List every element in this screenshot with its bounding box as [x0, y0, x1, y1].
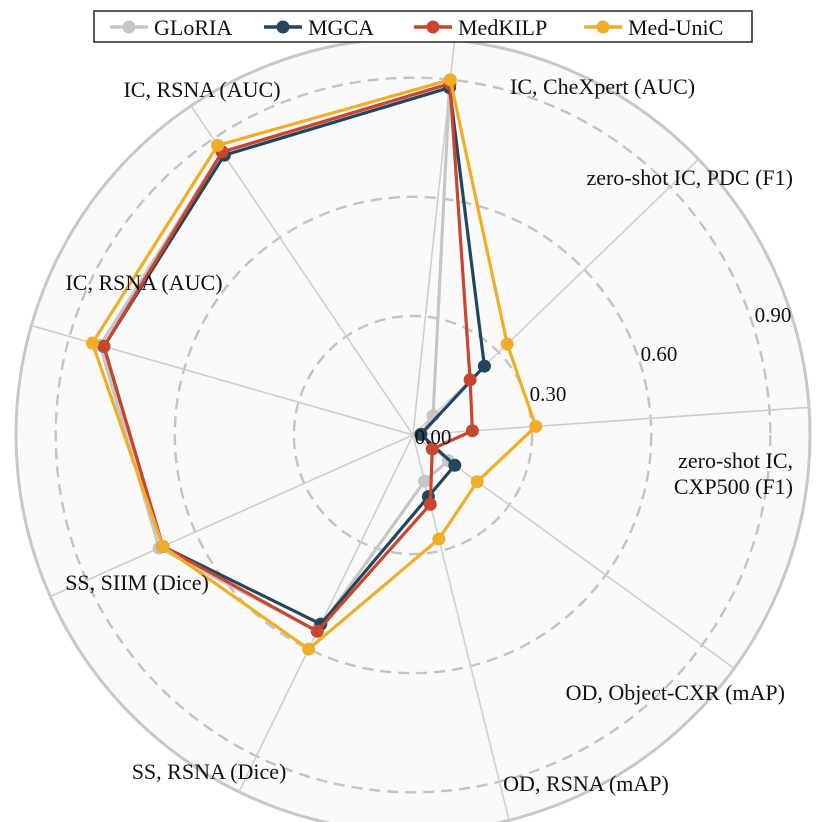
data-point	[465, 424, 479, 438]
data-point	[448, 458, 462, 472]
spoke-line	[412, 158, 700, 436]
legend-swatch-marker	[426, 20, 440, 34]
data-point	[211, 138, 225, 152]
tick-label: 0.00	[415, 425, 452, 449]
legend-label: MedKILP	[458, 15, 547, 40]
axis-label: IC, CheXpert (AUC)	[510, 74, 695, 99]
spoke-line	[412, 434, 735, 669]
data-point	[470, 475, 484, 489]
data-point	[418, 474, 431, 488]
legend-entry: GLoRIA	[110, 15, 232, 40]
data-point	[97, 339, 111, 353]
axis-label: OD, RSNA (mAP)	[503, 771, 669, 796]
spoke-line	[190, 105, 414, 436]
data-point	[463, 373, 477, 387]
legend-label: Med-UniC	[628, 15, 723, 40]
data-point	[425, 442, 439, 456]
data-point	[500, 337, 514, 351]
axis-label: IC, RSNA (AUC)	[65, 270, 222, 295]
radar-grid	[54, 76, 772, 794]
tick-label: 0.60	[641, 342, 678, 366]
legend-swatch-marker	[122, 20, 136, 34]
axis-label: zero-shot IC, CXP500 (F1)	[674, 448, 793, 499]
axis-labels: IC, CheXpert (AUC) zero-shot IC, PDC (F1)…	[65, 74, 793, 796]
legend-swatch-marker	[276, 20, 290, 34]
tick-label: 0.30	[530, 382, 567, 406]
series-line	[98, 85, 452, 633]
grid-ring	[54, 76, 772, 794]
legend-entry: MedKILP	[414, 15, 547, 40]
grid-ring	[292, 314, 534, 556]
series-line	[102, 85, 486, 626]
series-line	[90, 78, 538, 651]
legend: GLoRIA MGCA MedKILP Med-UniC	[93, 10, 753, 43]
data-point	[432, 532, 446, 546]
legend-swatch-marker	[596, 20, 610, 34]
axis-label: OD, Object-CXR (mAP)	[566, 680, 785, 705]
data-point	[529, 419, 543, 433]
data-point	[414, 427, 428, 441]
axis-label: IC, RSNA (AUC)	[123, 77, 280, 102]
legend-label: GLoRIA	[154, 15, 232, 40]
data-point	[302, 642, 316, 656]
legend-label: MGCA	[308, 15, 374, 40]
axis-label: SS, SIIM (Dice)	[65, 570, 209, 595]
legend-entry: MGCA	[264, 15, 374, 40]
data-point	[310, 624, 324, 638]
legend-entry: Med-UniC	[584, 15, 723, 40]
data-point	[156, 539, 170, 553]
radial-tick-labels: 0.00 0.30 0.60 0.90	[415, 303, 792, 449]
spoke-line	[238, 434, 414, 793]
axis-label: zero-shot IC, PDC (F1)	[586, 165, 793, 190]
data-point	[85, 336, 99, 350]
tick-label: 0.90	[755, 303, 792, 327]
grid-ring	[173, 195, 653, 675]
series-line	[102, 81, 474, 633]
series-med-unic	[85, 73, 543, 656]
data-point	[443, 73, 457, 87]
data-point	[423, 497, 437, 511]
radar-series	[85, 73, 543, 656]
data-point	[477, 359, 491, 373]
axis-label: SS, RSNA (Dice)	[132, 759, 287, 784]
spoke-line	[412, 406, 810, 436]
spoke-line	[49, 434, 414, 598]
